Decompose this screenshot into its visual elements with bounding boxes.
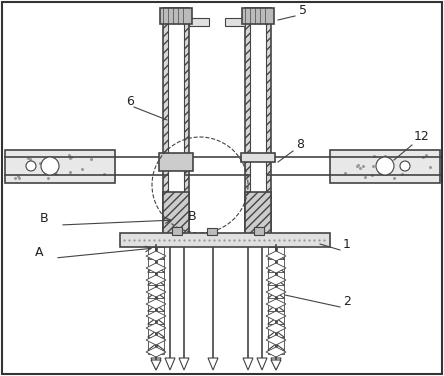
Circle shape xyxy=(41,157,59,175)
Bar xyxy=(159,153,193,171)
Bar xyxy=(5,150,115,183)
Polygon shape xyxy=(146,251,166,261)
Text: 12: 12 xyxy=(414,130,430,143)
Polygon shape xyxy=(266,263,286,273)
Circle shape xyxy=(26,161,36,171)
Polygon shape xyxy=(243,358,253,370)
Bar xyxy=(172,227,182,235)
Text: A: A xyxy=(35,246,44,259)
Text: 1: 1 xyxy=(343,238,351,251)
Polygon shape xyxy=(266,347,286,357)
Bar xyxy=(207,228,217,235)
Bar xyxy=(225,18,245,26)
Bar xyxy=(250,22,266,234)
Text: 8: 8 xyxy=(296,138,304,151)
Polygon shape xyxy=(179,358,189,370)
Polygon shape xyxy=(266,335,286,345)
Bar xyxy=(245,192,271,242)
Bar xyxy=(242,8,274,24)
Polygon shape xyxy=(146,335,166,345)
Polygon shape xyxy=(146,347,166,357)
Polygon shape xyxy=(257,358,267,370)
Text: 5: 5 xyxy=(299,4,307,17)
Bar xyxy=(168,22,184,234)
Text: 2: 2 xyxy=(343,295,351,308)
Polygon shape xyxy=(146,299,166,309)
Bar xyxy=(330,150,440,183)
Polygon shape xyxy=(271,360,281,370)
Bar xyxy=(277,247,284,354)
Bar xyxy=(189,18,209,26)
Bar xyxy=(254,227,264,235)
Polygon shape xyxy=(266,299,286,309)
Polygon shape xyxy=(165,358,175,370)
Polygon shape xyxy=(146,287,166,297)
Bar xyxy=(163,192,189,242)
Circle shape xyxy=(376,157,394,175)
Polygon shape xyxy=(146,311,166,321)
Text: B: B xyxy=(40,212,49,225)
Polygon shape xyxy=(266,275,286,285)
Bar xyxy=(268,247,275,354)
Polygon shape xyxy=(266,323,286,333)
Bar xyxy=(241,153,275,162)
Polygon shape xyxy=(266,311,286,321)
Bar xyxy=(148,247,155,354)
Bar xyxy=(157,247,164,354)
Polygon shape xyxy=(271,358,281,370)
Polygon shape xyxy=(266,287,286,297)
Polygon shape xyxy=(151,360,161,370)
Bar xyxy=(160,8,192,24)
Text: B: B xyxy=(188,210,197,223)
Circle shape xyxy=(400,161,410,171)
Polygon shape xyxy=(151,358,161,370)
Polygon shape xyxy=(146,323,166,333)
Bar xyxy=(163,8,189,240)
Polygon shape xyxy=(208,358,218,370)
Bar xyxy=(120,233,330,247)
Polygon shape xyxy=(266,251,286,261)
Bar xyxy=(245,8,271,240)
Polygon shape xyxy=(146,263,166,273)
Polygon shape xyxy=(146,275,166,285)
Text: 6: 6 xyxy=(126,95,134,108)
